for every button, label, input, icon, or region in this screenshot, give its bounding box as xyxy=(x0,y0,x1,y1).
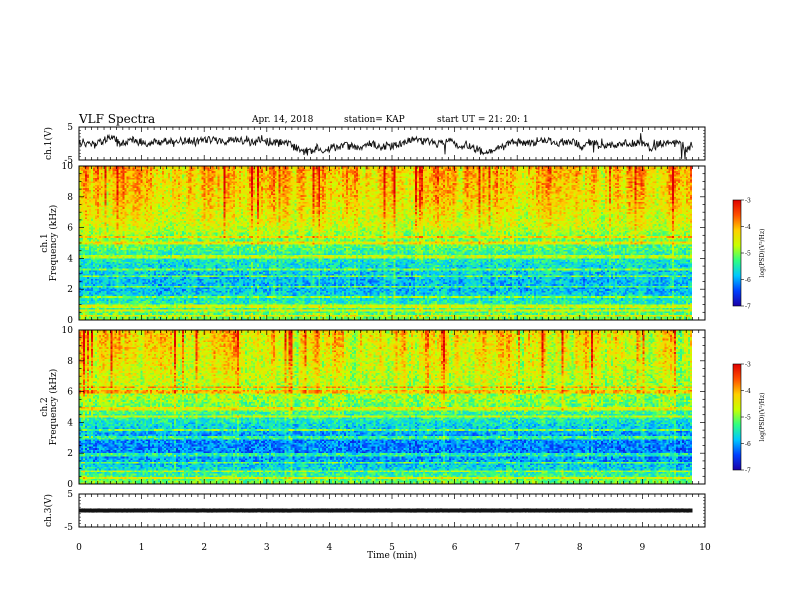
ch1-spectrogram-cbar-label: log(PSD)(V²/Hz) xyxy=(759,229,766,278)
ch3-waveform-ylabel: ch.3(V) xyxy=(43,494,54,527)
ch1-spectrogram-cbar-tick-4: -7 xyxy=(745,304,751,311)
ch1-waveform-trace xyxy=(78,133,693,160)
ch1-spectrogram-colorbar xyxy=(732,199,742,307)
start-time-label: start UT = 21: 20: 1 xyxy=(437,115,529,125)
ch1-spectrogram-panel xyxy=(78,165,744,321)
ch2-spectrogram-colorbar xyxy=(732,363,742,471)
xtick-label-5: 5 xyxy=(389,543,395,553)
ch1-spectrogram-ytick-4: 8 xyxy=(67,193,73,203)
ch2-spectrogram-cbar-label: log(PSD)(V²/Hz) xyxy=(759,393,766,442)
ch1-spectrogram-ytick-2: 4 xyxy=(67,254,73,264)
ch2-spectrogram-cbar-tick-3: -6 xyxy=(745,441,751,448)
xtick-label-1: 1 xyxy=(139,543,145,553)
ch2-spectrogram-heatmap xyxy=(79,330,692,484)
ch1-spectrogram-ytick-5: 10 xyxy=(62,162,74,172)
ch1-spectrogram-heatmap xyxy=(79,166,692,320)
xtick-label-8: 8 xyxy=(577,543,583,553)
ch1-waveform-ytick-0: 5 xyxy=(67,123,73,133)
ch1-waveform-ylabel: ch.1(V) xyxy=(43,127,54,160)
ch2-spectrogram-cbar-tick-4: -7 xyxy=(745,468,751,475)
ch1-spectrogram-ylabel-1: Frequency (kHz) xyxy=(48,205,59,282)
chart-title: VLF Spectra xyxy=(79,112,156,126)
ch3-waveform-ytick-1: -5 xyxy=(64,523,73,533)
xtick-label-10: 10 xyxy=(699,543,711,553)
ch1-spectrogram-cbar-tick-2: -5 xyxy=(745,251,751,258)
ch1-spectrogram-ytick-3: 6 xyxy=(67,224,73,234)
xtick-label-4: 4 xyxy=(327,543,333,553)
ch2-spectrogram-ytick-0: 0 xyxy=(67,480,73,490)
xtick-label-7: 7 xyxy=(514,543,520,553)
ch1-spectrogram-ylabel-0: ch.1 xyxy=(40,233,50,252)
ch1-waveform-ytick-1: -5 xyxy=(64,156,73,166)
ch2-spectrogram-ytick-1: 2 xyxy=(67,449,73,459)
ch1-spectrogram-cbar-tick-1: -4 xyxy=(745,224,751,231)
ch2-spectrogram-panel xyxy=(78,329,744,485)
ch2-spectrogram-ytick-5: 10 xyxy=(62,326,74,336)
xtick-label-6: 6 xyxy=(452,543,458,553)
ch1-spectrogram-ytick-1: 2 xyxy=(67,285,73,295)
ch1-spectrogram-ytick-0: 0 xyxy=(67,316,73,326)
xtick-label-3: 3 xyxy=(264,543,270,553)
ch3-waveform-panel xyxy=(78,493,706,528)
ch2-spectrogram-cbar-tick-1: -4 xyxy=(745,388,751,395)
xaxis-label: Time (min) xyxy=(367,550,417,561)
ch2-spectrogram-ytick-2: 4 xyxy=(67,418,73,428)
ch1-spectrogram-cbar-tick-0: -3 xyxy=(745,198,751,205)
ch2-spectrogram-ylabel-0: ch.2 xyxy=(40,397,50,416)
ch1-spectrogram-cbar-tick-3: -6 xyxy=(745,277,751,284)
ch3-waveform-ytick-0: 5 xyxy=(67,490,73,500)
ch2-spectrogram-ytick-3: 6 xyxy=(67,388,73,398)
date-label: Apr. 14, 2018 xyxy=(252,115,314,125)
station-label: station= KAP xyxy=(344,115,405,125)
xtick-label-2: 2 xyxy=(201,543,207,553)
ch2-spectrogram-cbar-tick-2: -5 xyxy=(745,415,751,422)
ch1-waveform-panel xyxy=(78,126,706,161)
ch2-spectrogram-cbar-tick-0: -3 xyxy=(745,362,751,369)
xtick-label-0: 0 xyxy=(76,543,82,553)
xtick-label-9: 9 xyxy=(640,543,646,553)
ch2-spectrogram-ylabel-1: Frequency (kHz) xyxy=(48,369,59,446)
ch2-spectrogram-ytick-4: 8 xyxy=(67,357,73,367)
